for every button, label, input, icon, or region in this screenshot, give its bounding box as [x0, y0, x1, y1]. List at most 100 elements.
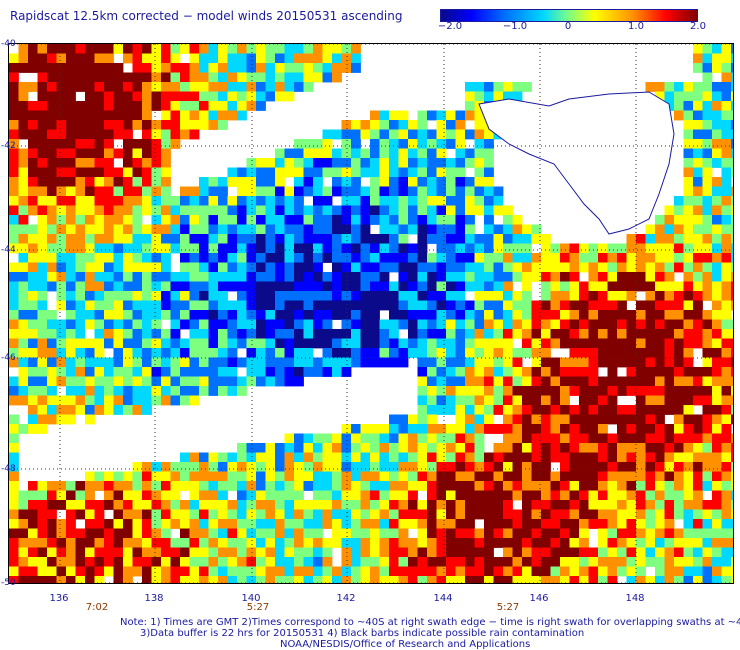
grid-cell: [474, 528, 485, 539]
grid-cell: [655, 576, 665, 583]
grid-cell: [712, 490, 722, 501]
grid-cell: [132, 405, 143, 415]
grid-cell: [351, 262, 361, 273]
grid-cell: [265, 215, 276, 225]
grid-cell: [721, 243, 732, 254]
grid-cell: [389, 129, 399, 140]
grid-cell: [151, 91, 162, 102]
grid-cell: [265, 205, 276, 216]
grid-cell: [379, 186, 390, 197]
grid-cell: [303, 177, 314, 187]
grid-cell: [446, 129, 456, 140]
grid-cell: [151, 376, 162, 387]
grid-cell: [408, 177, 418, 187]
grid-cell: [246, 82, 257, 92]
grid-cell: [645, 262, 656, 273]
grid-cell: [455, 576, 466, 583]
grid-cell: [28, 148, 38, 159]
grid-cell: [408, 300, 418, 311]
grid-cell: [645, 557, 656, 567]
grid-cell: [712, 262, 722, 273]
colorbar-tick: 2.0: [690, 21, 706, 32]
grid-cell: [427, 196, 437, 206]
grid-cell: [322, 338, 333, 349]
grid-cell: [56, 481, 67, 491]
grid-cell: [37, 481, 48, 491]
grid-cell: [436, 300, 447, 311]
grid-cell: [227, 386, 238, 396]
grid-cell: [398, 215, 409, 225]
grid-cell: [370, 272, 380, 282]
grid-cell: [664, 234, 675, 244]
grid-cell: [132, 91, 143, 102]
grid-cell: [731, 253, 733, 263]
grid-cell: [151, 253, 162, 263]
grid-cell: [512, 234, 523, 244]
grid-cell: [674, 405, 684, 415]
grid-cell: [94, 481, 105, 491]
grid-cell: [626, 348, 637, 358]
grid-cell: [294, 376, 304, 387]
grid-cell: [674, 490, 684, 501]
grid-cell: [398, 500, 409, 510]
grid-cell: [66, 547, 76, 558]
grid-cell: [436, 443, 447, 453]
grid-cell: [208, 243, 219, 254]
grid-cell: [123, 291, 133, 301]
grid-cell: [313, 196, 323, 206]
grid-cell: [702, 357, 713, 368]
grid-cell: [218, 177, 228, 187]
grid-cell: [123, 528, 133, 539]
grid-cell: [522, 538, 532, 548]
grid-cell: [56, 300, 67, 311]
grid-cell: [47, 243, 57, 254]
grid-cell: [132, 196, 143, 206]
grid-cell: [531, 538, 542, 548]
grid-cell: [332, 519, 342, 529]
grid-cell: [398, 129, 409, 140]
grid-cell: [47, 538, 57, 548]
colorbar-tick: −1.0: [502, 21, 528, 32]
grid-cell: [712, 196, 722, 206]
grid-cell: [636, 481, 646, 491]
grid-cell: [199, 253, 209, 263]
colorbar-tick: 1.0: [628, 21, 644, 32]
grid-cell: [702, 576, 713, 583]
grid-cell: [598, 243, 608, 254]
grid-cell: [9, 177, 19, 187]
grid-cell: [85, 538, 95, 548]
grid-cell: [113, 576, 124, 583]
grid-cell: [104, 53, 114, 64]
grid-cell: [408, 148, 418, 159]
grid-cell: [237, 519, 247, 529]
grid-cell: [560, 424, 570, 434]
grid-cell: [322, 44, 333, 54]
grid-cell: [379, 167, 390, 178]
grid-cell: [474, 167, 485, 178]
grid-cell: [123, 348, 133, 358]
grid-cell: [683, 576, 694, 583]
grid-cell: [712, 281, 722, 292]
grid-cell: [66, 167, 76, 178]
grid-cell: [436, 348, 447, 358]
grid-cell: [151, 395, 162, 406]
grid-cell: [398, 281, 409, 292]
grid-cell: [75, 205, 86, 216]
grid-cell: [113, 234, 124, 244]
grid-cell: [18, 300, 29, 311]
grid-cell: [731, 319, 733, 330]
grid-cell: [113, 310, 124, 320]
grid-cell: [693, 82, 703, 92]
grid-cell: [503, 367, 513, 377]
grid-cell: [493, 509, 504, 520]
grid-cell: [379, 129, 390, 140]
grid-cell: [664, 490, 675, 501]
grid-cell: [9, 376, 19, 387]
grid-cell: [598, 424, 608, 434]
grid-cell: [341, 538, 352, 548]
grid-cell: [607, 253, 618, 263]
grid-cell: [199, 376, 209, 387]
grid-cell: [446, 462, 456, 472]
grid-cell: [237, 547, 247, 558]
grid-cell: [702, 329, 713, 339]
